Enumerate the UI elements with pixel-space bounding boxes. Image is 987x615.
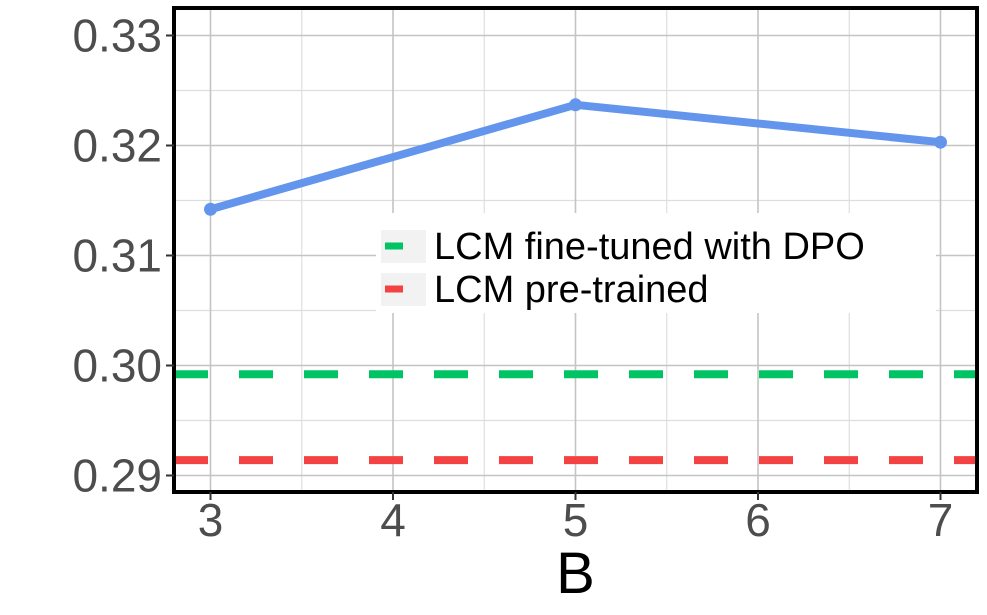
data-point bbox=[569, 98, 582, 112]
x-tick-label: 4 bbox=[380, 494, 406, 546]
legend-label: LCM pre-trained bbox=[434, 269, 709, 311]
data-point bbox=[204, 202, 217, 216]
x-axis-title: B bbox=[556, 541, 595, 606]
legend-background bbox=[376, 213, 936, 313]
y-tick-label: 0.32 bbox=[72, 120, 162, 172]
y-tick-label: 0.31 bbox=[72, 230, 162, 282]
reference-lines bbox=[174, 370, 977, 465]
data-point bbox=[934, 135, 947, 149]
x-axis: 3 4 5 6 7 bbox=[198, 492, 954, 546]
x-tick-label: 6 bbox=[745, 494, 771, 546]
legend-label: LCM fine-tuned with DPO bbox=[434, 226, 865, 268]
series-layer bbox=[204, 98, 947, 216]
y-axis: 0.29 0.30 0.31 0.32 0.33 bbox=[72, 10, 174, 502]
x-tick-label: 5 bbox=[563, 494, 589, 546]
x-tick-label: 3 bbox=[198, 494, 224, 546]
y-tick-label: 0.29 bbox=[72, 450, 162, 502]
y-tick-label: 0.30 bbox=[72, 340, 162, 392]
y-tick-label: 0.33 bbox=[72, 10, 162, 62]
x-tick-label: 7 bbox=[928, 494, 954, 546]
